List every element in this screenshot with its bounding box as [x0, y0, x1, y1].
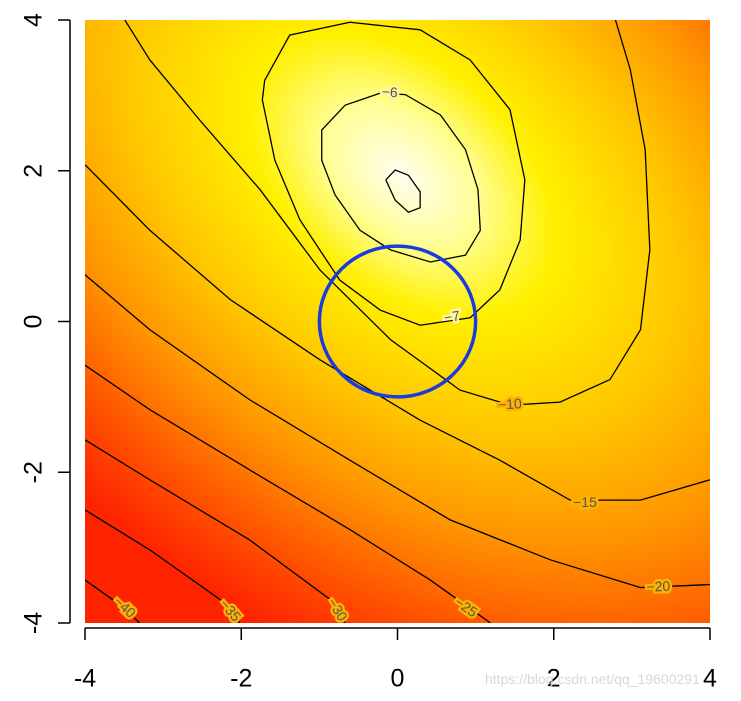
contour-line — [85, 439, 346, 623]
contour-line — [85, 579, 141, 623]
contour-line — [124, 20, 651, 406]
plot-background — [85, 20, 710, 623]
x-tick-label: 2 — [547, 665, 561, 693]
contour-label: −15 — [573, 494, 597, 510]
contour-label: −6 — [381, 83, 398, 100]
contour-line — [385, 169, 421, 213]
y-tick-label: -2 — [20, 461, 48, 483]
contour-label: −20 — [646, 578, 671, 595]
x-tick-label: -2 — [230, 665, 252, 693]
y-tick-label: 2 — [20, 164, 48, 178]
axes: -4 -2 0 2 4 -4 -2 0 2 4 — [20, 13, 717, 693]
contour-line — [321, 92, 481, 263]
x-tick-label: -4 — [74, 665, 96, 693]
contour-line — [85, 509, 241, 623]
contour-line — [261, 21, 526, 326]
contour-label: −7 — [443, 307, 461, 325]
y-tick-label: 0 — [20, 315, 48, 329]
contour-line — [85, 164, 710, 501]
contour-line — [85, 364, 491, 623]
y-tick-label: 4 — [20, 13, 48, 27]
contour-line — [85, 274, 710, 589]
x-tick-label: 0 — [391, 665, 405, 693]
contour-label: −10 — [498, 395, 523, 412]
watermark: https://blog.csdn.net/qq_19600291 — [485, 671, 700, 687]
x-tick-label: 4 — [703, 665, 717, 693]
constraint-circle — [317, 244, 478, 399]
y-tick-label: -4 — [20, 612, 48, 634]
